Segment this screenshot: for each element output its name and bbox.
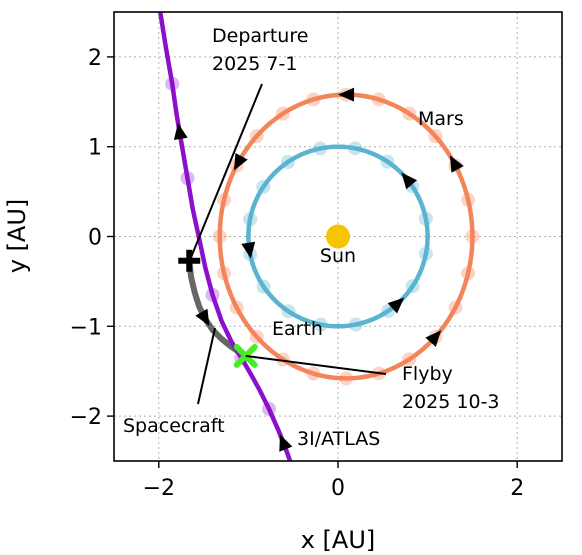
departure-marker — [178, 249, 201, 272]
flyby-leader-line — [245, 354, 387, 375]
y-axis-label: y [AU] — [3, 199, 31, 274]
y-tick-label: −1 — [70, 315, 102, 340]
mars-direction-arrow — [449, 155, 464, 173]
earth-direction-arrow — [401, 172, 418, 190]
earth-direction-arrow — [241, 241, 256, 259]
plot-area — [157, 12, 480, 461]
axis-ticks: −2 0 2 −2 −1 0 1 2 — [70, 46, 525, 501]
earth-direction-arrow — [387, 297, 405, 314]
y-tick-label: 1 — [88, 136, 102, 161]
spacecraft-label: Spacecraft — [123, 415, 225, 437]
spacecraft-leader-line — [197, 327, 216, 405]
x-tick-label: −2 — [143, 476, 175, 501]
atlas-direction-arrow — [173, 123, 188, 141]
earth-orbit-line — [246, 144, 430, 329]
earth-label: Earth — [272, 318, 323, 340]
annotations: Sun Earth Mars 3I/ATLAS Departure 2025 7-1 Fly… — [123, 25, 500, 450]
x-tick-label: 2 — [510, 476, 524, 501]
x-axis-label: x [AU] — [301, 526, 376, 554]
flyby-label-line2: 2025 10-3 — [402, 391, 500, 413]
mars-direction-arrow — [425, 330, 442, 347]
y-tick-label: 2 — [88, 46, 102, 71]
atlas-trajectory-line — [157, 12, 293, 461]
sun-marker — [326, 224, 350, 249]
y-tick-label: 0 — [88, 226, 102, 251]
y-tick-label: −2 — [70, 405, 102, 430]
x-tick-label: 0 — [331, 476, 345, 501]
spacecraft-direction-arrow — [195, 308, 210, 327]
departure-label-line2: 2025 7-1 — [212, 53, 297, 75]
flyby-label-line1: Flyby — [402, 363, 453, 385]
sun-label: Sun — [320, 245, 356, 267]
departure-label-line1: Departure — [212, 25, 308, 47]
departure-leader-line — [190, 83, 263, 258]
mars-orbit-line — [217, 92, 475, 381]
mars-direction-arrow — [234, 153, 248, 171]
atlas-direction-arrow — [279, 434, 293, 452]
mars-label: Mars — [418, 108, 464, 130]
mars-direction-arrow — [338, 87, 355, 102]
atlas-label: 3I/ATLAS — [297, 428, 380, 450]
